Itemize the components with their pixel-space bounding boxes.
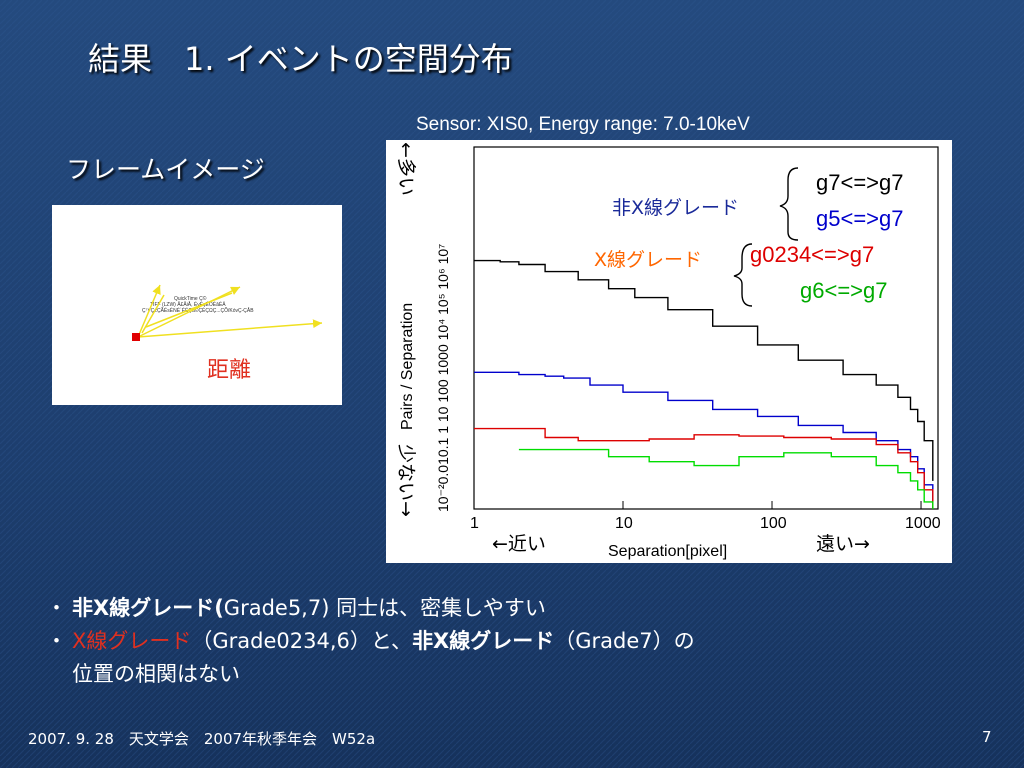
series-line-3 xyxy=(518,448,934,509)
bullet-item-2-cont: 位置の相関はない xyxy=(46,658,695,691)
bullet-2-bold: 非X線グレード xyxy=(412,629,555,653)
many-annotation: ←多い xyxy=(395,142,417,196)
qt-line-3: Ç™Ç±ÇÃÉsÉNÉ`ÉÉÇå©ÇÈÇΩÇ...ÇÕïKóvÇ-ÇÅB xyxy=(142,307,254,314)
bullet-2-red: X線グレード xyxy=(72,629,192,653)
far-annotation: 遠い→ xyxy=(816,533,870,555)
legend-entries: g7<=>g7 g5<=>g7 g0234<=>g7 g6<=>g7 xyxy=(750,170,903,303)
separation-chart: 1 10 100 1000 10⁻²0.010.1 1 10 100 1000 10⁴… xyxy=(395,142,941,560)
bullet-1-bold: 非X線グレード( xyxy=(72,596,224,620)
distance-label: 距離 xyxy=(207,358,251,383)
near-annotation: ←近い xyxy=(492,533,546,555)
bullet-item-1: ・非X線グレード(Grade5,7) 同士は、密集しやすい xyxy=(46,592,695,625)
legend-entry-2: g0234<=>g7 xyxy=(750,242,874,267)
bullet-2-mid2: （Grade7）の xyxy=(554,629,695,653)
series-line-1 xyxy=(474,371,934,509)
series-line-0 xyxy=(474,259,934,481)
x-tick-label-2: 100 xyxy=(760,515,787,532)
bullet-dot: ・ xyxy=(46,629,67,653)
bullet-list: ・非X線グレード(Grade5,7) 同士は、密集しやすい ・ X線グレード（Gr… xyxy=(46,592,695,691)
frame-image-figure: QuickTime Ç© TIFF (LZW) Å£ÅiÅ, ÉvÉçÉOÉâÉ… xyxy=(132,284,323,383)
x-tick-label-3: 1000 xyxy=(905,515,941,532)
qt-line-1: QuickTime Ç© xyxy=(174,295,207,302)
y-axis-tick-labels: 10⁻²0.010.1 1 10 100 1000 10⁴ 10⁵ 10⁶ 10… xyxy=(435,244,451,512)
bullet-1-rest: Grade5,7) 同士は、密集しやすい xyxy=(223,596,546,620)
x-axis-label: Separation[pixel] xyxy=(608,543,727,560)
series-layer xyxy=(474,259,934,509)
legend-non-x-grade-label: 非X線グレード xyxy=(612,197,739,219)
qt-line-2: TIFF (LZW) Å£ÅiÅ, ÉvÉçÉOÉâÉÄ xyxy=(150,301,226,308)
bullet-item-2: ・ X線グレード（Grade0234,6）と、非X線グレード（Grade7）の xyxy=(46,625,695,658)
bullet-dot: ・ xyxy=(46,596,67,620)
plot-frame xyxy=(473,146,939,510)
legend-entry-0: g7<=>g7 xyxy=(816,170,903,195)
bullet-2-line2: 位置の相関はない xyxy=(72,662,240,686)
qt-placeholder-text: QuickTime Ç© TIFF (LZW) Å£ÅiÅ, ÉvÉçÉOÉâÉ… xyxy=(142,295,254,314)
x-tick-label-0: 1 xyxy=(470,515,479,532)
series-line-2 xyxy=(474,427,934,509)
legend-x-grade-label: X線グレード xyxy=(594,249,702,271)
bullet-2-mid1: （Grade0234,6）と、 xyxy=(191,629,413,653)
sensor-info: Sensor: XIS0, Energy range: 7.0-10keV xyxy=(416,114,750,135)
frame-image-panel: QuickTime Ç© TIFF (LZW) Å£ÅiÅ, ÉvÉçÉOÉâÉ… xyxy=(52,205,342,405)
legend-entry-3: g6<=>g7 xyxy=(800,278,887,303)
y-axis-label: Pairs / Separation xyxy=(399,303,416,430)
x-ticks: 1 10 100 1000 xyxy=(470,501,941,532)
slide-title: 結果 1. イベントの空間分布 xyxy=(88,40,513,78)
legend-braces xyxy=(733,167,799,307)
page-number: 7 xyxy=(982,728,992,746)
few-annotation: 少ない→ xyxy=(395,444,417,517)
footer-text: 2007. 9. 28 天文学会 2007年秋季年会 W52a xyxy=(28,730,376,748)
x-tick-label-1: 10 xyxy=(615,515,633,532)
chart-panel: 1 10 100 1000 10⁻²0.010.1 1 10 100 1000 10⁴… xyxy=(386,140,952,563)
frame-image-heading: フレームイメージ xyxy=(66,155,265,184)
legend-entry-1: g5<=>g7 xyxy=(816,206,903,231)
reference-pixel-marker xyxy=(132,333,140,341)
distance-arrows xyxy=(137,284,323,338)
